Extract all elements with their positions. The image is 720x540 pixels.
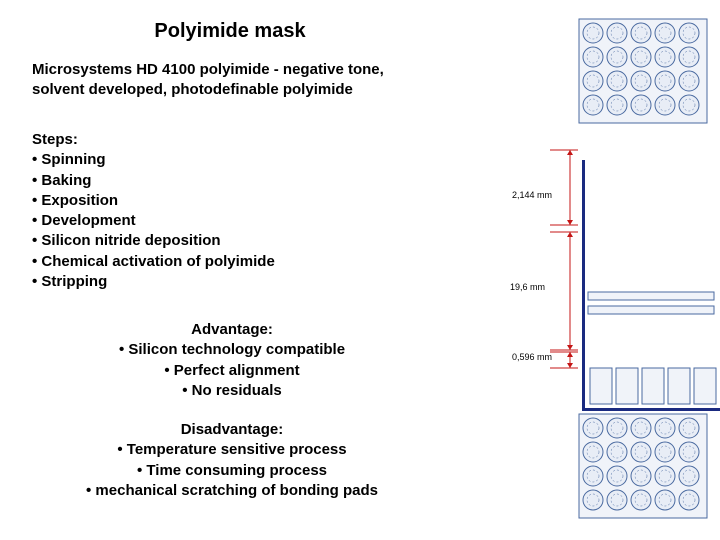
list-item: • Stripping [32, 272, 392, 292]
list-item: • Development [32, 211, 392, 231]
list-item: • Temperature sensitive process [32, 440, 432, 460]
mask-diagram: 2,144 mm 19,6 mm 0,596 mm [460, 0, 720, 540]
list-item: • No residuals [32, 381, 432, 401]
list-item: • Silicon nitride deposition [32, 231, 392, 251]
svg-text:19,6 mm: 19,6 mm [510, 282, 545, 292]
list-item: • mechanical scratching of bonding pads [32, 481, 432, 501]
list-item: • Silicon technology compatible [32, 340, 432, 360]
disadvantage-block: Disadvantage: • Temperature sensitive pr… [32, 420, 432, 501]
page-title: Polyimide mask [0, 20, 460, 43]
svg-text:2,144 mm: 2,144 mm [512, 190, 552, 200]
svg-text:0,596 mm: 0,596 mm [512, 352, 552, 362]
subtitle: Microsystems HD 4100 polyimide - negativ… [32, 60, 412, 99]
advantage-block: Advantage: • Silicon technology compatib… [32, 320, 432, 401]
steps-header: Steps: [32, 130, 392, 150]
advantage-header: Advantage: [32, 320, 432, 340]
advantage-list: • Silicon technology compatible• Perfect… [32, 340, 432, 401]
steps-list: • Spinning• Baking• Exposition• Developm… [32, 150, 392, 292]
list-item: • Exposition [32, 191, 392, 211]
list-item: • Spinning [32, 150, 392, 170]
list-item: • Chemical activation of polyimide [32, 252, 392, 272]
list-item: • Time consuming process [32, 461, 432, 481]
list-item: • Baking [32, 171, 392, 191]
list-item: • Perfect alignment [32, 361, 432, 381]
disadvantage-list: • Temperature sensitive process• Time co… [32, 440, 432, 501]
steps-block: Steps: • Spinning• Baking• Exposition• D… [32, 130, 392, 292]
disadvantage-header: Disadvantage: [32, 420, 432, 440]
